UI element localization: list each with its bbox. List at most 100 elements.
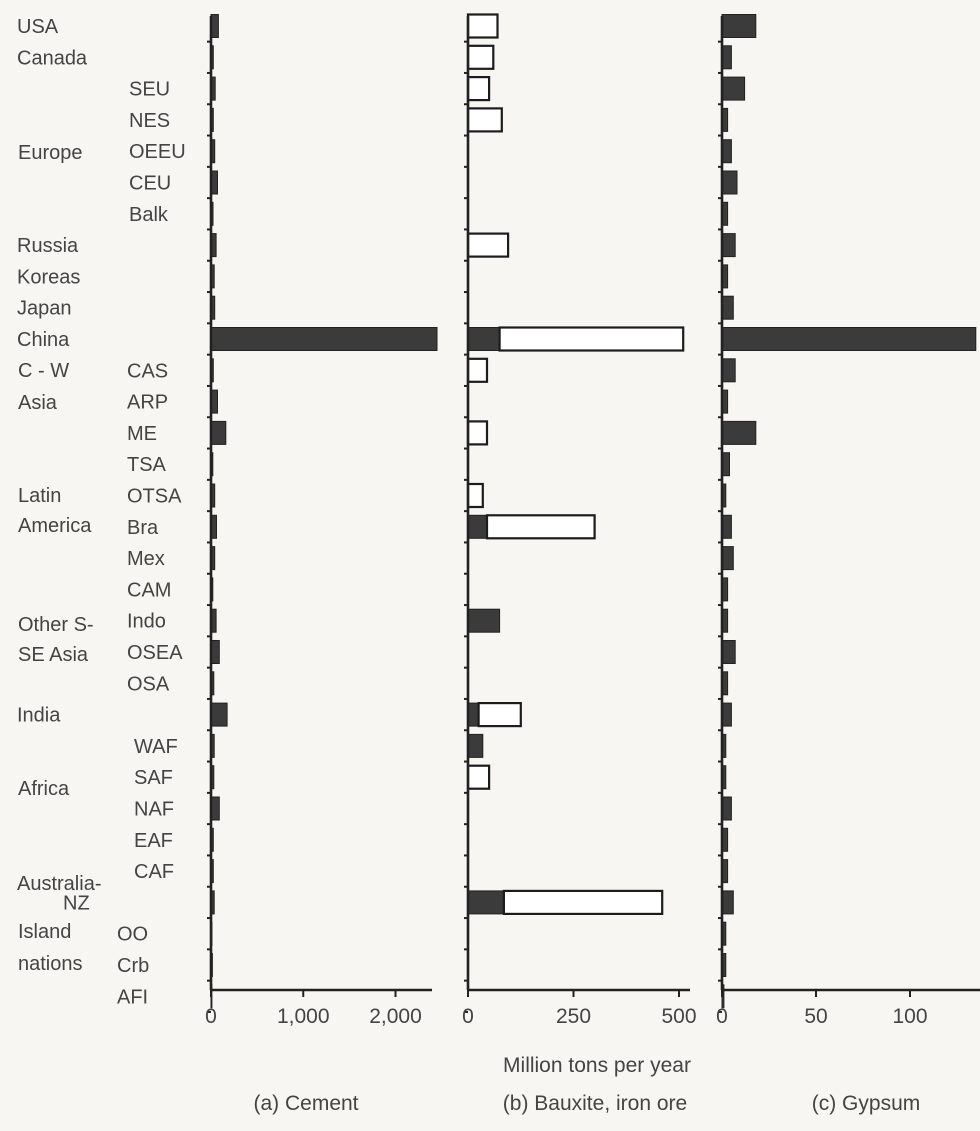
row-label: SAF bbox=[134, 767, 173, 789]
row-label: CEU bbox=[129, 173, 171, 195]
row-label: OO bbox=[117, 924, 148, 946]
row-label: USA bbox=[17, 16, 59, 38]
panel-2: 0 250 500 (b) Bauxite, iron ore bbox=[462, 13, 697, 1115]
row-label: Koreas bbox=[17, 266, 80, 288]
bar-bra bbox=[721, 514, 732, 539]
row-label: Japan bbox=[17, 298, 72, 320]
group-label: Australia- bbox=[17, 873, 101, 895]
bar-me bbox=[721, 420, 757, 445]
row-label: CAM bbox=[127, 579, 171, 601]
bar-usa bbox=[721, 14, 757, 38]
row-label: Mex bbox=[127, 548, 165, 570]
x-tick-label: 500 bbox=[661, 1005, 696, 1028]
bar-otsa bbox=[466, 482, 484, 509]
x-tick-label: 2,000 bbox=[369, 1005, 422, 1028]
row-label: ME bbox=[127, 423, 157, 445]
bar-china bbox=[210, 327, 438, 351]
row-label: OEEU bbox=[129, 141, 186, 163]
bar-india bbox=[477, 701, 522, 728]
x-tick-label: 250 bbox=[556, 1005, 591, 1028]
row-label: NZ bbox=[63, 892, 90, 914]
row-label: OSA bbox=[127, 673, 170, 695]
bar-indo bbox=[467, 608, 501, 633]
bar-canada bbox=[721, 45, 732, 70]
panel-title: (c) Gypsum bbox=[812, 1092, 921, 1115]
bar-mex bbox=[721, 546, 734, 571]
shared-x-axis-label: Million tons per year bbox=[503, 1054, 691, 1077]
row-label: India bbox=[17, 705, 61, 727]
bar-me bbox=[210, 420, 227, 445]
bar-seu bbox=[466, 75, 491, 102]
panel-3: 0 50 100 (c) Gypsum bbox=[716, 14, 980, 1115]
bar-seu bbox=[721, 76, 746, 101]
row-label: AFI bbox=[117, 986, 148, 1008]
bar-china bbox=[498, 326, 685, 352]
group-label: SE Asia bbox=[18, 644, 89, 666]
row-label: Indo bbox=[127, 611, 166, 633]
bar-china bbox=[467, 327, 501, 351]
row-label: OTSA bbox=[127, 486, 182, 508]
row-label: Bra bbox=[127, 517, 159, 539]
row-label: Crb bbox=[117, 955, 149, 977]
x-tick-label: 1,000 bbox=[277, 1005, 330, 1028]
bar-japan bbox=[721, 295, 734, 320]
bar-china bbox=[721, 327, 977, 351]
bar-russia bbox=[721, 233, 736, 258]
bar-nz bbox=[721, 890, 734, 915]
group-label: Europe bbox=[18, 142, 83, 164]
group-label: Island bbox=[18, 921, 71, 943]
row-label: SEU bbox=[129, 79, 170, 101]
row-label: NAF bbox=[134, 799, 174, 821]
row-label: CAF bbox=[134, 861, 174, 883]
bar-nz bbox=[467, 890, 505, 915]
bar-india bbox=[210, 702, 228, 727]
panel-title: (b) Bauxite, iron ore bbox=[503, 1092, 687, 1115]
row-label: Canada bbox=[17, 47, 88, 69]
group-label: Africa bbox=[18, 778, 70, 800]
bar-nz bbox=[502, 889, 664, 916]
group-label: Other S- bbox=[18, 614, 94, 636]
row-label: WAF bbox=[134, 736, 178, 758]
bar-ceu bbox=[721, 170, 738, 195]
bar-usa bbox=[466, 13, 499, 39]
bar-russia bbox=[466, 232, 510, 258]
panel-1: 0 1,000 2,000 (a) Cement bbox=[205, 14, 438, 1115]
bar-osea bbox=[721, 640, 736, 664]
bar-india bbox=[467, 702, 479, 727]
group-label: America bbox=[18, 515, 92, 537]
bar-canada bbox=[466, 44, 495, 70]
region-labels: USA Canada SEU NES OEEU CEU Balk Russia Koreas Ja… bbox=[17, 16, 186, 1008]
bar-cas bbox=[721, 358, 736, 383]
row-label: China bbox=[17, 329, 70, 351]
bar-waf bbox=[467, 733, 484, 758]
row-label: ARP bbox=[127, 392, 168, 414]
x-tick-label: 100 bbox=[892, 1005, 927, 1028]
bar-me bbox=[466, 420, 489, 446]
row-label: Russia bbox=[17, 235, 79, 257]
panel-title: (a) Cement bbox=[253, 1092, 358, 1115]
row-label: EAF bbox=[134, 830, 173, 852]
x-tick-label: 50 bbox=[804, 1005, 827, 1028]
x-tick-label: 0 bbox=[462, 1005, 474, 1028]
group-label: Asia bbox=[18, 392, 58, 414]
bar-cas bbox=[466, 357, 489, 383]
group-label: C - W bbox=[18, 360, 69, 382]
row-label: OSEA bbox=[127, 642, 183, 664]
row-label: NES bbox=[129, 110, 170, 132]
bar-naf bbox=[721, 796, 732, 821]
row-label: CAS bbox=[127, 360, 168, 382]
row-label: TSA bbox=[127, 454, 167, 476]
bar-oeeu bbox=[721, 139, 732, 164]
bar-bra bbox=[467, 514, 488, 539]
x-tick-label: 0 bbox=[716, 1005, 728, 1028]
bar-nes bbox=[466, 107, 503, 133]
bar-bra bbox=[485, 514, 596, 540]
group-label: nations bbox=[18, 953, 83, 975]
group-label: Latin bbox=[18, 485, 61, 507]
bar-india bbox=[721, 702, 732, 727]
x-tick-label: 0 bbox=[205, 1005, 217, 1028]
bar-saf bbox=[466, 764, 491, 790]
row-label: Balk bbox=[129, 204, 169, 226]
